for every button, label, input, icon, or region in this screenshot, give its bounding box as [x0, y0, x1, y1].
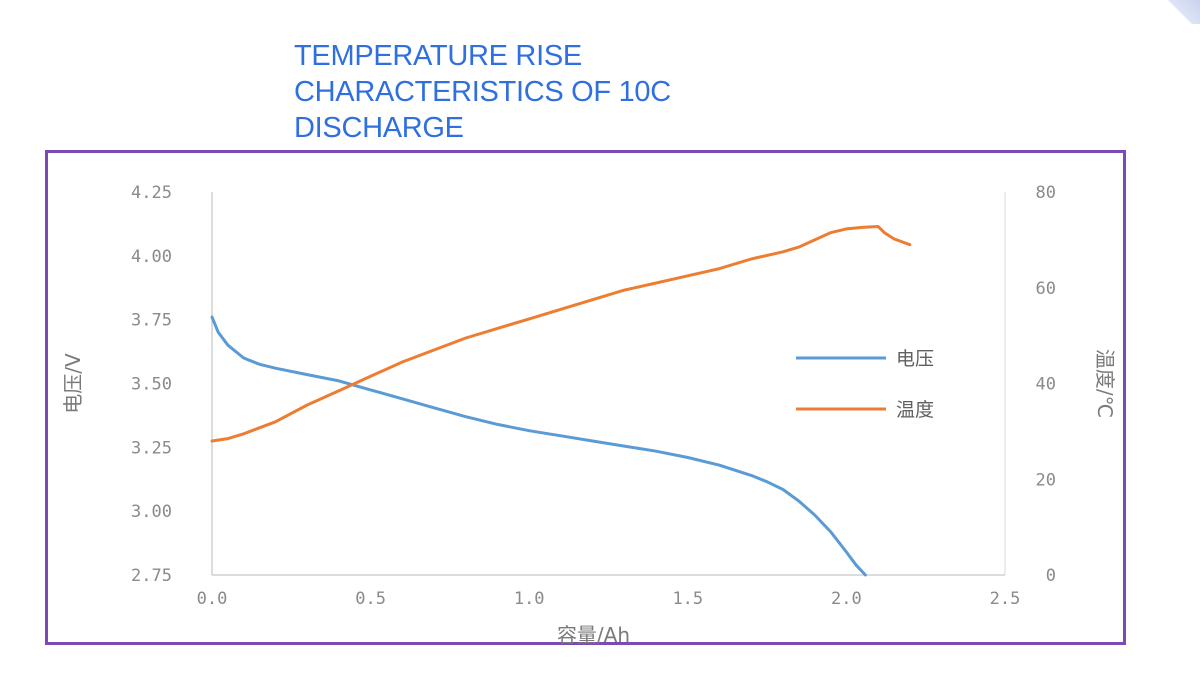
legend-label-voltage: 电压: [896, 348, 934, 370]
y2-tick-label: 60: [1036, 279, 1056, 299]
x-axis-title: 容量/Ah: [557, 623, 630, 647]
y-tick-label: 4.25: [131, 183, 172, 203]
x-tick-label: 0.0: [197, 589, 228, 609]
legend-label-temperature: 温度: [896, 399, 934, 421]
corner-decoration: [1166, 0, 1200, 24]
y-tick-label: 3.00: [131, 502, 172, 522]
y2-tick-label: 80: [1036, 183, 1056, 203]
x-tick-label: 1.5: [672, 589, 703, 609]
chart-frame: [45, 150, 1126, 645]
y-tick-label: 3.50: [131, 375, 172, 395]
x-tick-label: 2.0: [831, 589, 862, 609]
y2-tick-label: 0: [1046, 566, 1056, 586]
y-tick-label: 2.75: [131, 566, 172, 586]
x-tick-label: 0.5: [355, 589, 386, 609]
y2-tick-label: 20: [1036, 470, 1056, 490]
x-tick-label: 2.5: [990, 589, 1021, 609]
page-title: TEMPERATURE RISE CHARACTERISTICS OF 10C …: [294, 40, 671, 144]
series-line-voltage: [210, 315, 867, 577]
y2-axis-title: 温度/℃: [1093, 349, 1117, 418]
y-tick-label: 4.00: [131, 247, 172, 267]
x-tick-label: 1.0: [514, 589, 545, 609]
y-tick-label: 3.25: [131, 438, 172, 458]
y-tick-label: 3.75: [131, 311, 172, 331]
series-line-temperature: [210, 225, 912, 443]
y-axis-title: 电压/V: [61, 353, 85, 414]
y2-tick-label: 40: [1036, 375, 1056, 395]
